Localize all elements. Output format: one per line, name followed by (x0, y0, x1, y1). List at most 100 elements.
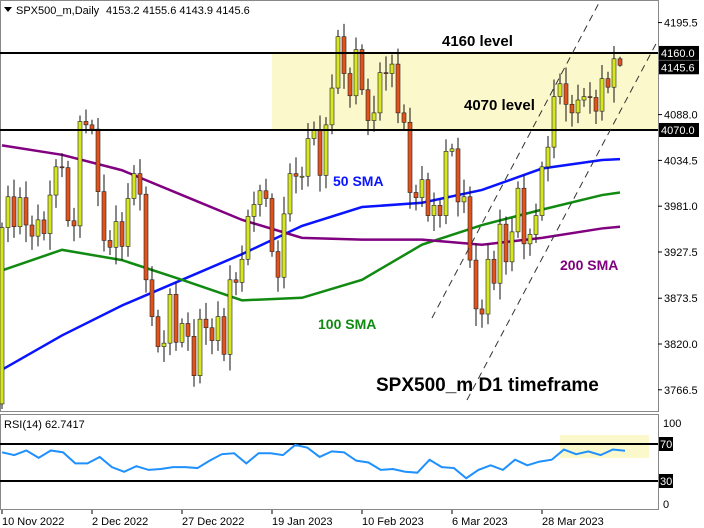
candle (167, 288, 173, 356)
candle (149, 266, 155, 327)
candle (413, 184, 419, 211)
bear-candle-body (59, 166, 65, 169)
x-tick-label: 2 Dec 2022 (92, 516, 148, 528)
bull-candle-body (179, 323, 185, 343)
bear-candle-body (185, 323, 191, 337)
bear-candle-body (347, 73, 353, 97)
candle (539, 161, 545, 221)
rsi-panel[interactable] (0, 414, 659, 510)
candle (527, 228, 533, 256)
bear-candle-body (101, 191, 107, 241)
bull-candle-body (125, 198, 131, 247)
sma100-label: 100 SMA (318, 316, 376, 332)
bear-candle-body (467, 196, 473, 261)
bull-candle-body (53, 166, 59, 196)
bear-candle-body (41, 219, 47, 234)
bull-candle-body (329, 87, 335, 126)
candle (113, 205, 119, 265)
candle (533, 203, 539, 243)
candle (47, 180, 53, 250)
candle (257, 184, 263, 217)
candle (131, 165, 137, 206)
bull-candle-body (197, 318, 203, 376)
candle (569, 94, 575, 127)
rsi-line (1, 443, 626, 480)
bear-candle-body (95, 128, 101, 192)
candle (143, 186, 149, 293)
candle (377, 62, 383, 121)
bull-candle-body (611, 58, 617, 88)
candle (371, 95, 377, 132)
candle (401, 104, 407, 130)
bear-candle-body (119, 221, 125, 247)
rsi-highlight-zone (560, 435, 649, 458)
rsi-30-label: 30 (660, 476, 672, 488)
bull-candle-body (449, 148, 455, 152)
bear-candle-body (569, 104, 575, 114)
bull-candle-body (245, 216, 251, 260)
candle (173, 282, 179, 351)
candle (53, 159, 59, 208)
candle (245, 209, 251, 266)
y-tick-label: 3766.5 (664, 385, 698, 397)
candle (503, 216, 509, 275)
candle (71, 207, 77, 242)
bear-candle-body (491, 258, 497, 284)
bear-candle-body (269, 198, 275, 252)
bull-candle-body (161, 342, 167, 347)
collapse-triangle-icon[interactable] (4, 7, 12, 12)
candle (509, 218, 515, 272)
candle (263, 178, 269, 208)
candle (389, 54, 395, 88)
candle (617, 56, 623, 67)
bull-candle-body (47, 194, 53, 234)
candle (419, 165, 425, 208)
bull-candle-body (389, 63, 395, 74)
bear-candle-body (365, 89, 371, 121)
candle (287, 163, 293, 222)
ohlc-readout: 4153.2 4155.6 4143.9 4145.6 (106, 5, 250, 17)
bear-candle-body (89, 124, 95, 130)
price-badge (659, 123, 699, 137)
candle (479, 299, 485, 328)
candle (341, 23, 347, 89)
candle (335, 29, 341, 95)
bear-candle-body (413, 192, 419, 198)
y-tick-label: 4034.5 (664, 155, 698, 167)
bull-candle-body (335, 36, 341, 89)
bull-candle-body (443, 151, 449, 216)
candle (0, 222, 5, 410)
bear-candle-body (317, 129, 323, 176)
y-tick-label: 4195.5 (664, 18, 698, 30)
bull-candle-body (527, 234, 533, 245)
rsi-axis-100: 100 (663, 418, 681, 430)
bear-candle-body (149, 279, 155, 317)
bull-candle-body (539, 166, 545, 216)
candle (425, 172, 431, 222)
bull-candle-body (311, 129, 317, 139)
candle (77, 115, 83, 238)
bull-candle-body (545, 146, 551, 168)
bear-candle-body (425, 179, 431, 216)
bull-candle-body (431, 205, 437, 216)
candle (281, 196, 287, 289)
candle (515, 181, 521, 238)
bear-candle-body (395, 63, 401, 114)
bull-candle-body (287, 173, 293, 215)
bull-candle-body (167, 294, 173, 344)
price-badge-label: 4070.0 (661, 125, 695, 137)
candle (185, 312, 191, 351)
bear-candle-body (593, 97, 599, 112)
bull-candle-body (557, 83, 563, 97)
candle (461, 179, 467, 214)
candle (473, 243, 479, 327)
bull-candle-body (533, 215, 539, 235)
level-annotation-4070: 4070 level (464, 97, 535, 114)
x-tick-label: 27 Dec 2022 (182, 516, 244, 528)
candle (563, 67, 569, 122)
candle (119, 212, 125, 261)
candle (155, 309, 161, 353)
candle (23, 181, 29, 243)
x-tick-label: 19 Jan 2023 (272, 516, 333, 528)
